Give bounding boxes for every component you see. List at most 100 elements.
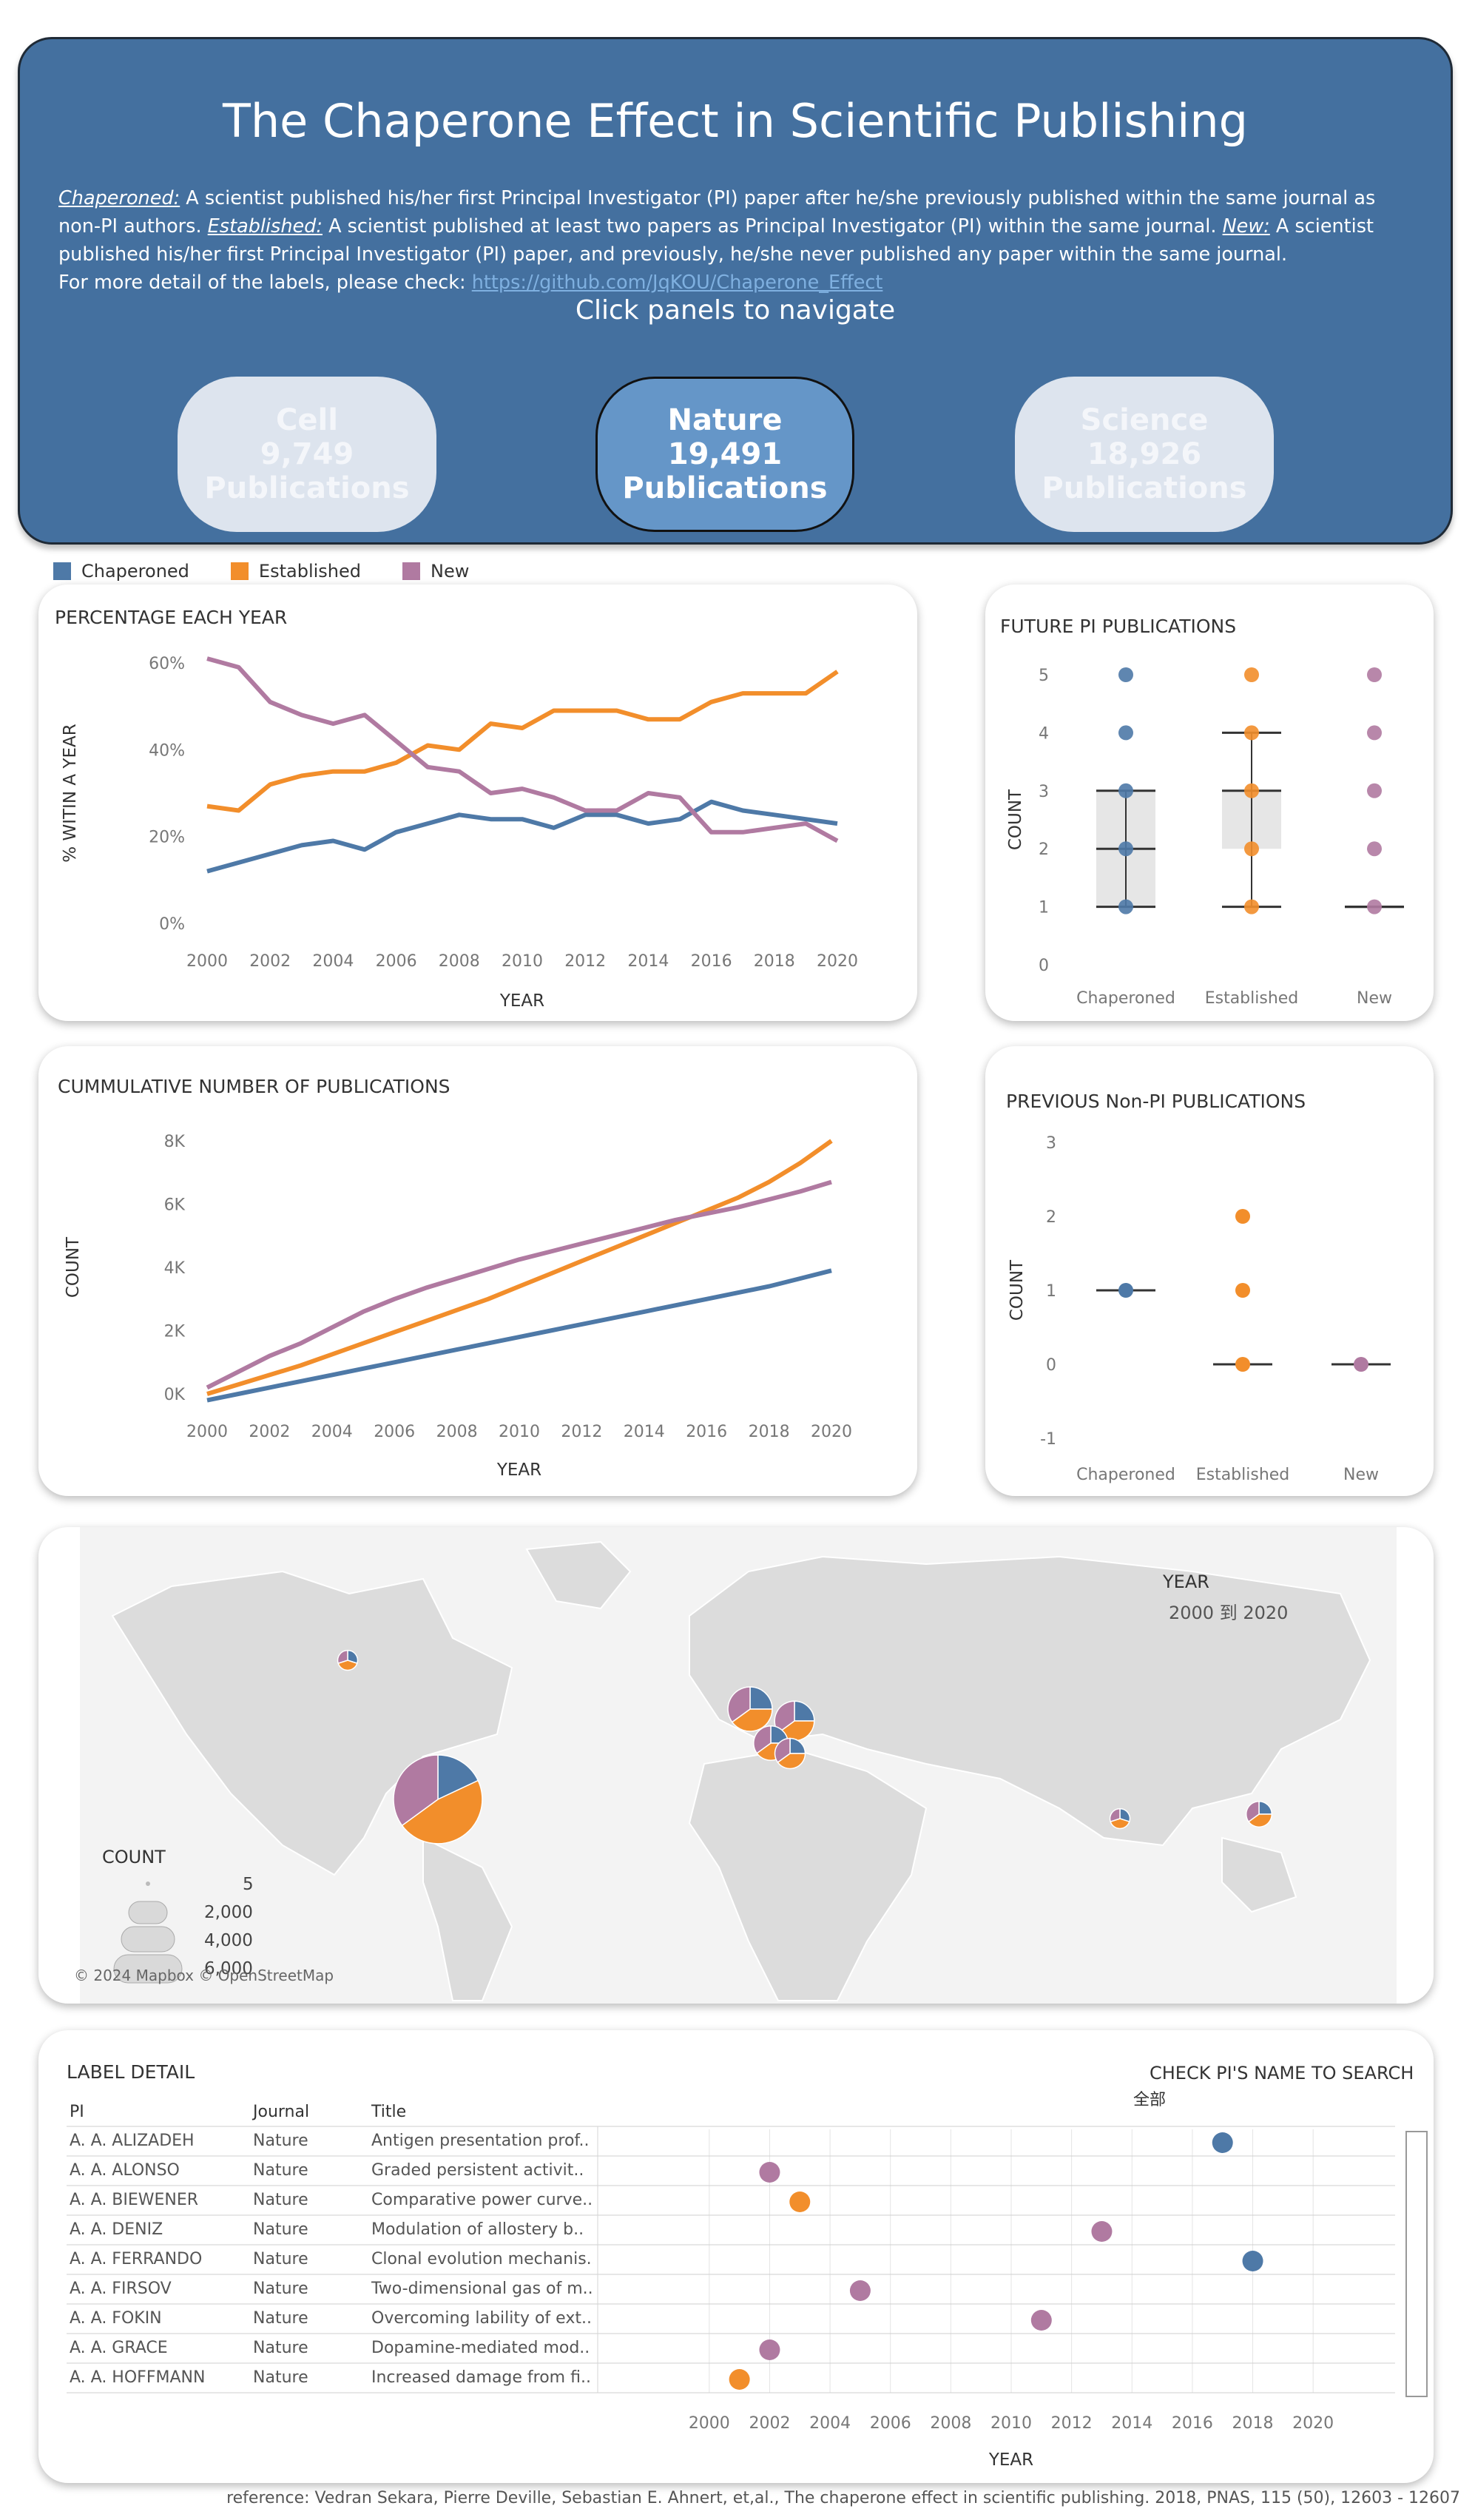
x-axis-title: YEAR	[499, 991, 544, 1011]
y-tick-label: 3	[1046, 1134, 1056, 1153]
pie-slice	[794, 1700, 815, 1722]
legend-item-established[interactable]: Established	[230, 561, 361, 582]
search-filter-value[interactable]: 全部	[1133, 2091, 1167, 2109]
world-map-card: YEAR 2000 到 2020 COUNT 5 2,000 4,000 6,0…	[38, 1527, 1434, 2004]
pie-slice	[774, 1737, 791, 1764]
nav-button-science[interactable]: Science 18,926 Publications	[1015, 377, 1274, 532]
title-cell: Modulation of allostery b..	[371, 2220, 584, 2239]
table-row[interactable]: A. A. FOKIN Nature Overcoming lability of …	[67, 2304, 1398, 2334]
table-row[interactable]: A. A. FERRANDO Nature Clonal evolution mec…	[67, 2245, 1398, 2274]
x-tick-label: 2020	[1292, 2414, 1334, 2433]
previous-non-pi-chart[interactable]: -1 0 1 2 3 COUNT Chaperoned Established New	[985, 1046, 1434, 1496]
x-tick-label: 2020	[811, 1423, 852, 1441]
cumulative-line-chart[interactable]: 0K 2K 4K 6K 8K 2000 2002 2004 2006 2008 2010 2012 20…	[38, 1046, 917, 1496]
color-legend: Chaperoned Established New	[53, 558, 510, 584]
world-map[interactable]	[38, 1527, 1434, 2004]
title-cell: Increased damage from fi..	[371, 2368, 591, 2387]
y-tick-label: 8K	[164, 1133, 186, 1151]
pi-cell: A. A. HOFFMANN	[70, 2368, 206, 2387]
table-row[interactable]: A. A. DENIZ Nature Modulation of allostery…	[67, 2215, 1398, 2245]
pie-slice	[1109, 1808, 1121, 1823]
github-link[interactable]: https://github.com/JqKOU/Chaperone_Effec…	[471, 272, 883, 294]
reference-citation: reference: Vedran Sekara, Pierre Deville…	[226, 2489, 1460, 2507]
header-panel: The Chaperone Effect in Scientific Publi…	[18, 37, 1453, 545]
table-row[interactable]: A. A. ALONSO Nature Graded persistent acti…	[67, 2156, 1398, 2186]
column-header-title: Title	[371, 2103, 407, 2121]
map-year-range[interactable]: 2000 到 2020	[1169, 1603, 1289, 1623]
y-axis-title: COUNT	[1006, 789, 1025, 850]
data-point	[1235, 1283, 1250, 1298]
definition-established: A scientist published at least two paper…	[322, 215, 1223, 237]
data-point	[1118, 725, 1133, 741]
legend-label: Established	[258, 561, 361, 582]
data-point	[1118, 667, 1133, 682]
publication-mark	[1242, 2251, 1263, 2271]
count-legend-mark	[113, 1954, 183, 1984]
data-point	[1118, 783, 1133, 798]
data-point	[1244, 783, 1259, 798]
x-tick-label: 2020	[817, 952, 858, 971]
legend-item-new[interactable]: New	[402, 561, 469, 582]
title-cell: Antigen presentation prof..	[371, 2132, 590, 2150]
pie-slice	[749, 1686, 773, 1710]
legend-swatch	[230, 562, 249, 580]
y-tick-label: 0K	[164, 1386, 186, 1404]
land-region	[111, 1570, 513, 1876]
land-region	[525, 1540, 632, 1610]
term-chaperoned: Chaperoned:	[58, 187, 180, 209]
land-region	[1221, 1836, 1297, 1913]
journal-cell: Nature	[253, 2191, 308, 2209]
data-point	[1244, 725, 1259, 741]
x-category-label: Chaperoned	[1076, 989, 1175, 1008]
x-category-label: New	[1357, 989, 1392, 1008]
chart-title: PREVIOUS Non-PI PUBLICATIONS	[1006, 1091, 1306, 1112]
x-tick-label: 2018	[749, 1423, 790, 1441]
pie-slice	[731, 1708, 773, 1732]
publication-mark	[729, 2369, 750, 2390]
y-tick-label: 1	[1046, 1282, 1056, 1301]
x-tick-label: 2016	[691, 952, 732, 971]
x-tick-label: 2006	[870, 2414, 911, 2433]
x-tick-label: 2004	[809, 2414, 851, 2433]
table-row[interactable]: A. A. ALIZADEH Nature Antigen presentation…	[67, 2126, 1398, 2156]
table-row[interactable]: A. A. HOFFMANN Nature Increased damage fro…	[67, 2363, 1398, 2393]
legend-item-chaperoned[interactable]: Chaperoned	[53, 561, 189, 582]
nav-button-cell[interactable]: Cell 9,749 Publications	[178, 377, 436, 532]
land-region	[422, 1836, 513, 2001]
x-tick-label: 2010	[502, 952, 543, 971]
y-tick-label: 5	[1039, 667, 1049, 685]
nav-button-nature[interactable]: Nature 19,491 Publications	[595, 377, 854, 532]
legend-swatch	[53, 562, 71, 580]
table-scrollbar[interactable]	[1405, 2131, 1428, 2397]
pi-cell: A. A. FERRANDO	[70, 2250, 203, 2268]
pi-cell: A. A. FIRSOV	[70, 2280, 172, 2298]
label-detail-timeline[interactable]: 2000 2002 2004 2006 2008 2010 2012 2014 2016 2018…	[38, 2030, 1434, 2483]
pie-slice	[777, 1753, 806, 1770]
title-cell: Two-dimensional gas of m..	[371, 2280, 593, 2298]
table-row[interactable]: A. A. BIEWENER Nature Comparative power cu…	[67, 2186, 1398, 2215]
percentage-line-chart[interactable]: 0% 20% 40% 60% 2000 2002 2004 2006 2008 2010 2012 2…	[38, 584, 917, 1021]
pie-slice	[337, 1649, 348, 1665]
pie-slice	[1245, 1800, 1260, 1823]
y-tick-label: 4	[1039, 724, 1049, 743]
y-tick-label: 3	[1039, 783, 1049, 801]
future-pi-boxplot[interactable]: 0 1 2 3 4 5 COUNT Chaperoned Established New	[985, 584, 1434, 1021]
data-point	[1367, 783, 1382, 798]
y-tick-label: 0	[1046, 1356, 1056, 1375]
x-tick-label: 2016	[686, 1423, 727, 1441]
x-tick-label: 2008	[436, 1423, 478, 1441]
table-row[interactable]: A. A. GRACE Nature Dopamine-mediated mod..	[67, 2334, 1398, 2363]
table-row[interactable]: A. A. FIRSOV Nature Two-dimensional gas of…	[67, 2274, 1398, 2304]
y-axis-title: COUNT	[64, 1236, 83, 1298]
title-cell: Clonal evolution mechanis..	[371, 2250, 593, 2268]
x-tick-label: 2000	[689, 2414, 730, 2433]
count-legend-mark	[128, 1901, 168, 1924]
series-line-chaperoned	[206, 799, 838, 874]
x-tick-label: 2018	[1232, 2414, 1274, 2433]
count-legend-label: 2,000	[204, 1903, 253, 1922]
x-tick-label: 2016	[1172, 2414, 1213, 2433]
series-line-established	[206, 1139, 833, 1396]
publication-mark	[1091, 2221, 1113, 2242]
pi-cell: A. A. GRACE	[70, 2339, 168, 2357]
pie-slice	[753, 1725, 772, 1754]
